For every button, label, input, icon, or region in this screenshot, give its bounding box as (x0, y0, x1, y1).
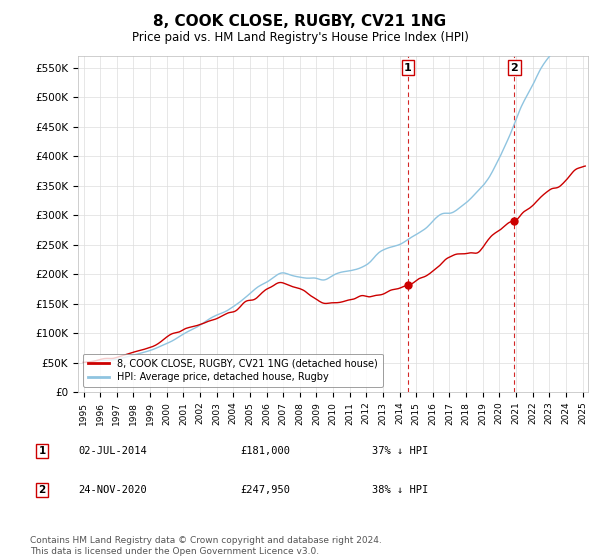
Text: Price paid vs. HM Land Registry's House Price Index (HPI): Price paid vs. HM Land Registry's House … (131, 31, 469, 44)
Text: £247,950: £247,950 (240, 485, 290, 495)
Text: 1: 1 (38, 446, 46, 456)
Text: 38% ↓ HPI: 38% ↓ HPI (372, 485, 428, 495)
Text: 24-NOV-2020: 24-NOV-2020 (78, 485, 147, 495)
Text: 02-JUL-2014: 02-JUL-2014 (78, 446, 147, 456)
Text: 2: 2 (511, 63, 518, 73)
Text: 1: 1 (404, 63, 412, 73)
Text: 8, COOK CLOSE, RUGBY, CV21 1NG: 8, COOK CLOSE, RUGBY, CV21 1NG (154, 14, 446, 29)
Legend: 8, COOK CLOSE, RUGBY, CV21 1NG (detached house), HPI: Average price, detached ho: 8, COOK CLOSE, RUGBY, CV21 1NG (detached… (83, 353, 383, 387)
Text: £181,000: £181,000 (240, 446, 290, 456)
Text: 37% ↓ HPI: 37% ↓ HPI (372, 446, 428, 456)
Text: 2: 2 (38, 485, 46, 495)
Text: Contains HM Land Registry data © Crown copyright and database right 2024.
This d: Contains HM Land Registry data © Crown c… (30, 536, 382, 556)
